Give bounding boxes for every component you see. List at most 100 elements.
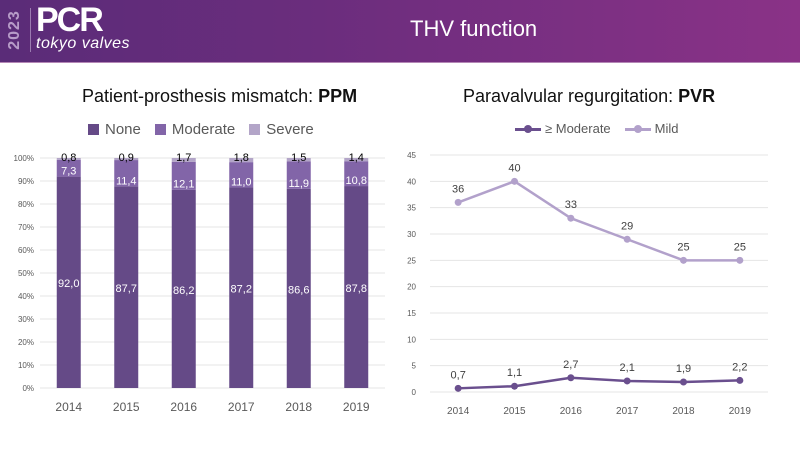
bar-segment-none (344, 186, 369, 388)
y-tick-label: 0 (412, 388, 417, 397)
x-tick-label: 2014 (447, 406, 470, 417)
x-tick-label: 2017 (616, 406, 639, 417)
legend-label-mild: Mild (654, 121, 679, 136)
y-tick-label: 80% (18, 200, 34, 209)
legend-item-mild: Mild (624, 121, 679, 136)
ppm-chart-title: Patient-prosthesis mismatch: PPM (82, 86, 357, 107)
y-tick-label: 20 (407, 283, 416, 292)
y-tick-label: 40 (407, 177, 416, 186)
legend-line-moderate-plus (515, 124, 541, 134)
data-label-moderate: 12,1 (173, 179, 194, 191)
bar-segment-moderate (344, 161, 369, 187)
data-label-severe: 0,9 (119, 152, 134, 164)
legend-item-severe: Severe (249, 121, 314, 138)
y-tick-label: 30% (18, 315, 34, 324)
y-tick-label: 100% (14, 154, 34, 163)
data-label-none: 87,7 (116, 283, 137, 295)
series-line-mild (457, 180, 740, 262)
data-label-moderate: 11,9 (288, 178, 309, 190)
legend-label-moderate: Moderate (171, 121, 236, 138)
data-point-mild (454, 198, 462, 206)
pvr-legend: ≥ Moderate Mild (515, 121, 693, 136)
y-tick-label: 5 (412, 362, 417, 371)
y-tick-label: 15 (407, 309, 416, 318)
legend-label-none: None (105, 121, 141, 138)
bar-segment-none (286, 188, 311, 388)
data-label-moderate-plus: 1,1 (507, 367, 522, 379)
data-label-moderate-plus: 1,9 (676, 363, 691, 375)
x-tick-label: 2018 (672, 406, 695, 417)
data-label-severe: 1,7 (176, 152, 191, 164)
x-tick-label: 2019 (729, 406, 752, 417)
pvr-line-chart: 0 5 10 15 20 25 30 35 40 45 2014 2015 2016 2017 2018 20… (407, 151, 768, 417)
data-point-moderate-plus (623, 377, 631, 385)
data-label-none: 86,2 (173, 285, 194, 297)
bar-segment-severe (171, 158, 196, 162)
logo-divider (30, 8, 31, 52)
y-tick-label: 10 (407, 335, 416, 344)
y-tick-label: 20% (18, 338, 34, 347)
data-label-moderate: 11,4 (116, 175, 137, 187)
ppm-legend: None Moderate Severe (88, 121, 328, 138)
data-label-mild: 40 (508, 162, 520, 174)
data-point-mild (736, 256, 744, 264)
bar-segment-none (56, 176, 81, 388)
y-tick-label: 25 (407, 256, 416, 265)
x-tick-label: 2019 (343, 400, 370, 414)
bar-segment-none (171, 189, 196, 388)
x-tick-label: 2014 (55, 400, 82, 414)
logo-year: 2023 (4, 6, 26, 54)
data-point-mild (511, 177, 518, 185)
bar-segment-severe (344, 158, 369, 162)
bar-segment-moderate (286, 161, 311, 189)
x-tick-label: 2016 (560, 406, 583, 417)
logo-subtitle: tokyo valves (36, 35, 131, 52)
y-tick-label: 45 (407, 151, 416, 160)
data-label-moderate: 11,0 (231, 176, 252, 188)
data-point-mild (623, 235, 631, 243)
bar-segment-none (229, 187, 254, 388)
y-tick-label: 30 (407, 230, 416, 239)
bar-segment-severe (286, 158, 311, 162)
data-label-mild: 36 (452, 183, 464, 195)
ppm-title-bold: PPM (318, 86, 358, 106)
data-label-moderate-plus: 2,1 (620, 362, 635, 374)
legend-label-moderate-plus: ≥ Moderate (545, 121, 611, 136)
ppm-bar-chart: 0% 10% 20% 30% 40% 50% 60% 70% 80% 90% 100% 92,0 7,3… (14, 152, 385, 414)
y-tick-label: 40% (18, 292, 34, 301)
y-tick-label: 70% (18, 223, 34, 232)
logo-year-text: 2023 (6, 10, 23, 50)
y-tick-label: 10% (18, 361, 34, 370)
data-point-moderate-plus (736, 376, 744, 384)
bar-segment-moderate (56, 159, 81, 177)
ppm-title-prefix: Patient-prosthesis mismatch: (82, 86, 319, 106)
bar-segment-severe (229, 158, 254, 163)
x-tick-label: 2016 (170, 400, 197, 414)
pvr-title-bold: PVR (678, 86, 716, 106)
y-tick-label: 0% (22, 384, 34, 393)
bar-segment-moderate (114, 160, 139, 187)
legend-swatch-severe (249, 124, 261, 135)
x-tick-label: 2018 (285, 400, 312, 414)
data-point-moderate-plus (454, 384, 462, 392)
data-label-mild: 29 (621, 220, 633, 232)
data-label-mild: 33 (565, 199, 577, 211)
legend-label-severe: Severe (266, 121, 314, 138)
data-label-moderate: 10,8 (346, 175, 367, 187)
y-tick-label: 90% (18, 177, 34, 186)
data-label-mild: 25 (677, 241, 689, 253)
bar-segment-severe (56, 158, 81, 160)
y-tick-label: 60% (18, 246, 34, 255)
page-title: THV function (410, 16, 538, 41)
data-label-none: 92,0 (58, 278, 79, 290)
pvr-chart-title: Paravalvular regurgitation: PVR (463, 86, 715, 107)
data-label-none: 87,2 (231, 284, 252, 296)
x-tick-label: 2015 (113, 400, 140, 414)
y-tick-label: 50% (18, 269, 34, 278)
data-label-none: 86,6 (288, 284, 309, 296)
bar-segment-moderate (171, 161, 196, 190)
bar-segment-none (114, 186, 139, 388)
data-label-severe: 1,4 (349, 152, 364, 164)
data-label-moderate-plus: 2,2 (732, 361, 747, 373)
data-point-moderate-plus (567, 374, 575, 382)
